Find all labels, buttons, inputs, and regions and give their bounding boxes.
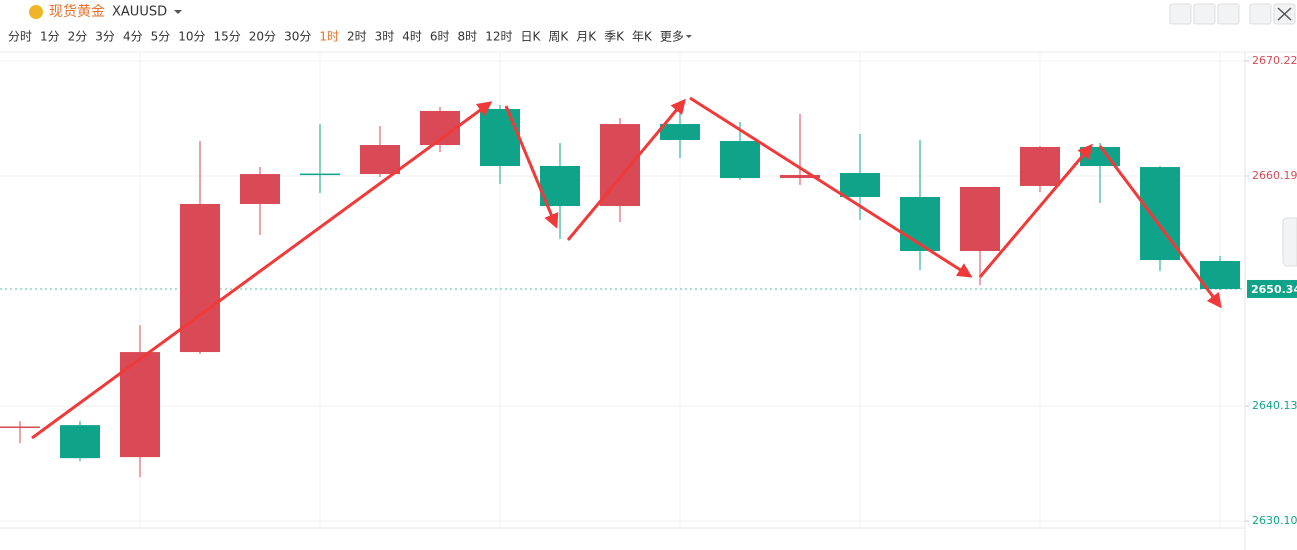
symbol[interactable]: XAUUSD [112,5,167,20]
dropdown-caret[interactable] [174,10,182,14]
candle-body [480,109,520,167]
interval-tab[interactable]: 4时 [402,30,422,44]
tool-button[interactable] [1217,3,1240,25]
title[interactable]: 现货黄金 [49,3,105,20]
close-icon [1277,7,1292,21]
coin-icon [29,5,43,19]
tool-button[interactable] [1249,3,1272,25]
interval-tab[interactable]: 日K [520,30,541,44]
interval-tab[interactable]: 更多 [660,30,684,44]
y-tick-label: 2630.10 [1252,514,1297,527]
interval-tab[interactable]: 分时 [8,30,32,44]
interval-tab[interactable]: 15分 [214,30,241,44]
candle-body [360,145,400,175]
candle-body [60,425,100,459]
interval-tab[interactable]: 3时 [375,30,395,44]
candle-body [720,141,760,179]
plot [0,60,1249,522]
last-price-label: 2650.34 [1251,283,1297,296]
candle-body [180,203,220,353]
interval-tab[interactable]: 30分 [284,30,311,44]
more-caret [685,35,692,38]
last-price-box [1247,279,1297,298]
interval-tab[interactable]: 2时 [347,30,367,44]
candle-body [1020,146,1060,186]
interval-tab[interactable]: 1时 [319,30,339,44]
interval-tab[interactable]: 周K [548,30,569,44]
y-tick-label: 2670.22 [1252,54,1297,67]
candle-body [0,426,40,428]
candle-body [660,124,700,140]
interval-tab[interactable]: 1分 [40,30,60,44]
candle-body [840,173,880,197]
interval-tab[interactable]: 20分 [249,30,276,44]
y-tick-label: 2660.19 [1252,169,1297,182]
tool-button[interactable] [1193,3,1216,25]
annotation-arrows [31,96,1222,440]
candle-body [540,166,580,207]
interval-tab[interactable]: 季K [604,30,625,44]
interval-tab[interactable]: 12时 [485,30,512,44]
interval-tab[interactable]: 年K [632,30,653,44]
candle-body [300,173,340,176]
candle-body [780,174,820,179]
interval-tab[interactable]: 3分 [95,30,115,44]
candle-body [240,174,280,204]
interval-tab[interactable]: 2分 [68,30,88,44]
tool-button[interactable] [1169,3,1192,25]
interval-tab[interactable]: 月K [576,30,597,44]
side-toggle[interactable] [1282,217,1297,267]
interval-tab[interactable]: 8时 [458,30,478,44]
y-tick-label: 2640.13 [1252,399,1297,412]
interval-bar: 分时 1分 2分 3分 4分 5分 10分 15分 20分 30分 1时 2时 3时 4时 6时 8时 12时日… [8,30,692,44]
toolbar-buttons [1169,3,1296,25]
candle-body [900,196,940,252]
candle-body [1200,260,1240,289]
candle-body [960,187,1000,252]
interval-tab[interactable]: 5分 [151,30,171,44]
interval-tab[interactable]: 6时 [430,30,450,44]
interval-tab[interactable]: 4分 [123,30,143,44]
interval-tab[interactable]: 10分 [178,30,205,44]
